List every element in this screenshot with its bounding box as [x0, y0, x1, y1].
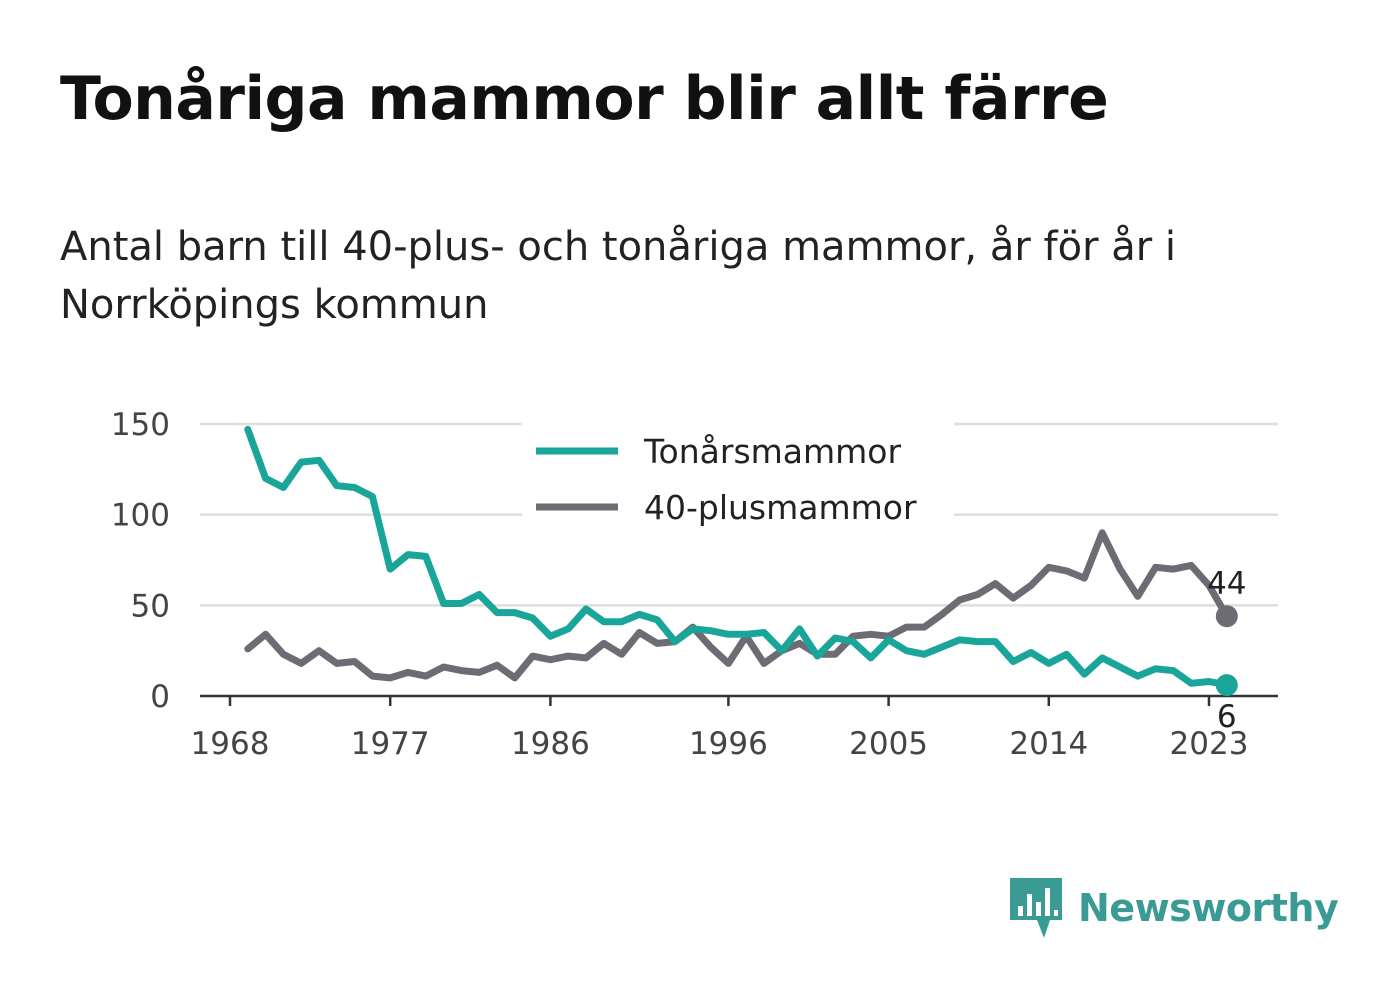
page-title: Tonåriga mammor blir allt färre: [60, 64, 1109, 134]
series-line-tonarsmammor: [244, 425, 1231, 689]
end-label-40-plusmammor: 44: [1207, 566, 1246, 602]
brand-name: Newsworthy: [1078, 886, 1339, 930]
brand-logo: Newsworthy: [1010, 878, 1339, 938]
x-tick-label: 1977: [351, 726, 430, 762]
series-line-40-plusmammor: [244, 529, 1231, 682]
legend-label-tonarsmammor: Tonårsmammor: [643, 432, 901, 471]
bar-chart-speech-bubble-icon: [1010, 878, 1062, 938]
series-lines: [244, 425, 1231, 689]
y-tick-label: 150: [111, 407, 170, 443]
x-tick-label: 2023: [1170, 726, 1249, 762]
legend-label-40-plusmammor: 40-plusmammor: [644, 488, 917, 527]
chart-subtitle: Antal barn till 40-plus- och tonåriga ma…: [60, 224, 1177, 328]
x-tick-label: 1996: [689, 726, 768, 762]
x-tick-label: 1986: [511, 726, 590, 762]
y-tick-label: 100: [111, 498, 170, 534]
legend: Tonårsmammor 40-plusmammor: [522, 420, 954, 527]
end-point-tonarsmammor: [1215, 674, 1238, 697]
x-tick-label: 1968: [191, 726, 270, 762]
x-tick-label: 2005: [849, 726, 928, 762]
x-axis-tick-labels: 1968 1977 1986 1996 2005 2014 2023: [191, 726, 1249, 762]
series-end-markers: 6 44: [1207, 566, 1246, 735]
end-point-40-plusmammor: [1215, 605, 1238, 628]
x-tick-label: 2014: [1009, 726, 1088, 762]
end-label-tonarsmammor: 6: [1217, 699, 1237, 735]
y-axis-tick-labels: 0 50 100 150: [111, 407, 170, 715]
y-tick-label: 0: [150, 679, 170, 715]
x-axis: [200, 694, 1278, 706]
y-tick-label: 50: [131, 588, 170, 624]
